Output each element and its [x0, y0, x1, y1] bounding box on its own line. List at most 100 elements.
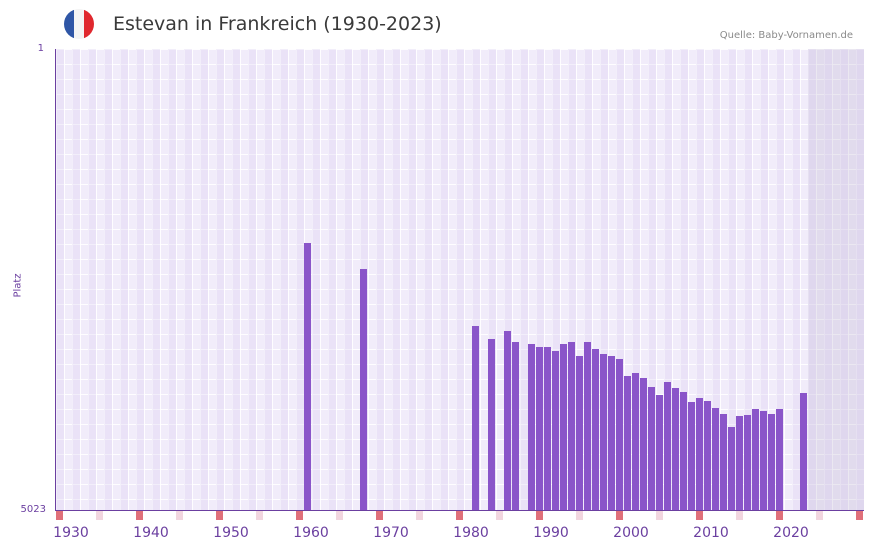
bar-2009[interactable]	[704, 401, 711, 510]
year-marker	[56, 511, 63, 520]
year-marker	[416, 511, 423, 520]
grid-column	[168, 49, 176, 510]
grid-column	[520, 49, 528, 510]
year-marker	[656, 511, 663, 520]
bar-2008[interactable]	[696, 398, 703, 510]
bar-2016[interactable]	[760, 411, 767, 510]
bar-2015[interactable]	[752, 409, 759, 510]
x-tick-1970: 1970	[366, 525, 416, 541]
bar-1993[interactable]	[576, 356, 583, 510]
france-flag-icon	[64, 9, 94, 39]
year-marker	[176, 511, 183, 520]
grid-column	[840, 49, 848, 510]
bar-1999[interactable]	[624, 376, 631, 510]
bar-2007[interactable]	[688, 402, 695, 510]
y-axis-title: Platz	[13, 273, 24, 297]
grid-column	[328, 49, 336, 510]
grid-column	[248, 49, 256, 510]
x-tick-2020: 2020	[766, 525, 816, 541]
year-marker	[816, 511, 823, 520]
grid-column	[296, 49, 304, 510]
x-tick-1940: 1940	[126, 525, 176, 541]
bar-2021[interactable]	[800, 393, 807, 510]
year-marker	[296, 511, 303, 520]
grid-column	[392, 49, 400, 510]
grid-column	[200, 49, 208, 510]
bar-2013[interactable]	[736, 416, 743, 510]
year-marker	[96, 511, 103, 520]
y-axis-line	[55, 49, 56, 511]
bar-1990[interactable]	[552, 351, 559, 510]
grid-column	[120, 49, 128, 510]
source-label: Quelle: Baby-Vornamen.de	[720, 30, 853, 41]
grid-column	[104, 49, 112, 510]
y-axis-top-label: 1	[4, 43, 44, 54]
grid-column	[808, 49, 816, 510]
grid-column	[72, 49, 80, 510]
year-marker	[136, 511, 143, 520]
bar-1982[interactable]	[488, 339, 495, 510]
grid-column	[424, 49, 432, 510]
bar-2011[interactable]	[720, 414, 727, 510]
bar-1992[interactable]	[568, 342, 575, 510]
grid-column	[856, 49, 864, 510]
x-tick-2010: 2010	[686, 525, 736, 541]
year-marker	[856, 511, 863, 520]
bar-1991[interactable]	[560, 344, 567, 510]
year-marker	[776, 511, 783, 520]
bar-1985[interactable]	[512, 342, 519, 510]
bar-1995[interactable]	[592, 349, 599, 510]
grid-column	[792, 49, 800, 510]
bar-2003[interactable]	[656, 395, 663, 510]
bar-2005[interactable]	[672, 388, 679, 510]
x-tick-1980: 1980	[446, 525, 496, 541]
grid-column	[88, 49, 96, 510]
bar-2012[interactable]	[728, 427, 735, 510]
grid-column	[408, 49, 416, 510]
year-marker	[536, 511, 543, 520]
bar-2001[interactable]	[640, 378, 647, 510]
bar-2006[interactable]	[680, 392, 687, 510]
bar-1959[interactable]	[304, 243, 311, 510]
grid-column	[344, 49, 352, 510]
bar-2014[interactable]	[744, 415, 751, 510]
year-marker	[336, 511, 343, 520]
bar-1997[interactable]	[608, 356, 615, 510]
x-tick-2000: 2000	[606, 525, 656, 541]
year-marker	[216, 511, 223, 520]
year-marker	[616, 511, 623, 520]
bar-1996[interactable]	[600, 354, 607, 510]
grid-column	[280, 49, 288, 510]
grid-column	[312, 49, 320, 510]
bar-1998[interactable]	[616, 359, 623, 510]
x-tick-1950: 1950	[206, 525, 256, 541]
bar-1994[interactable]	[584, 342, 591, 510]
chart-title: Estevan in Frankreich (1930-2023)	[113, 13, 442, 35]
bar-2017[interactable]	[768, 414, 775, 510]
grid-column	[136, 49, 144, 510]
grid-column	[824, 49, 832, 510]
grid-column	[216, 49, 224, 510]
year-marker	[256, 511, 263, 520]
bar-1989[interactable]	[544, 347, 551, 510]
year-marker	[496, 511, 503, 520]
bar-1966[interactable]	[360, 269, 367, 510]
year-marker	[736, 511, 743, 520]
bar-2010[interactable]	[712, 408, 719, 510]
grid-column	[184, 49, 192, 510]
bar-2002[interactable]	[648, 387, 655, 510]
bar-1987[interactable]	[528, 344, 535, 510]
grid-column	[376, 49, 384, 510]
bar-1980[interactable]	[472, 326, 479, 510]
bar-2000[interactable]	[632, 373, 639, 510]
grid-column	[264, 49, 272, 510]
x-tick-1990: 1990	[526, 525, 576, 541]
y-axis-bottom-label: 5023	[6, 504, 46, 515]
bar-2004[interactable]	[664, 382, 671, 510]
grid-column	[152, 49, 160, 510]
bar-1984[interactable]	[504, 331, 511, 510]
grid-column	[440, 49, 448, 510]
bar-2018[interactable]	[776, 409, 783, 510]
bar-1988[interactable]	[536, 347, 543, 510]
grid-column	[232, 49, 240, 510]
